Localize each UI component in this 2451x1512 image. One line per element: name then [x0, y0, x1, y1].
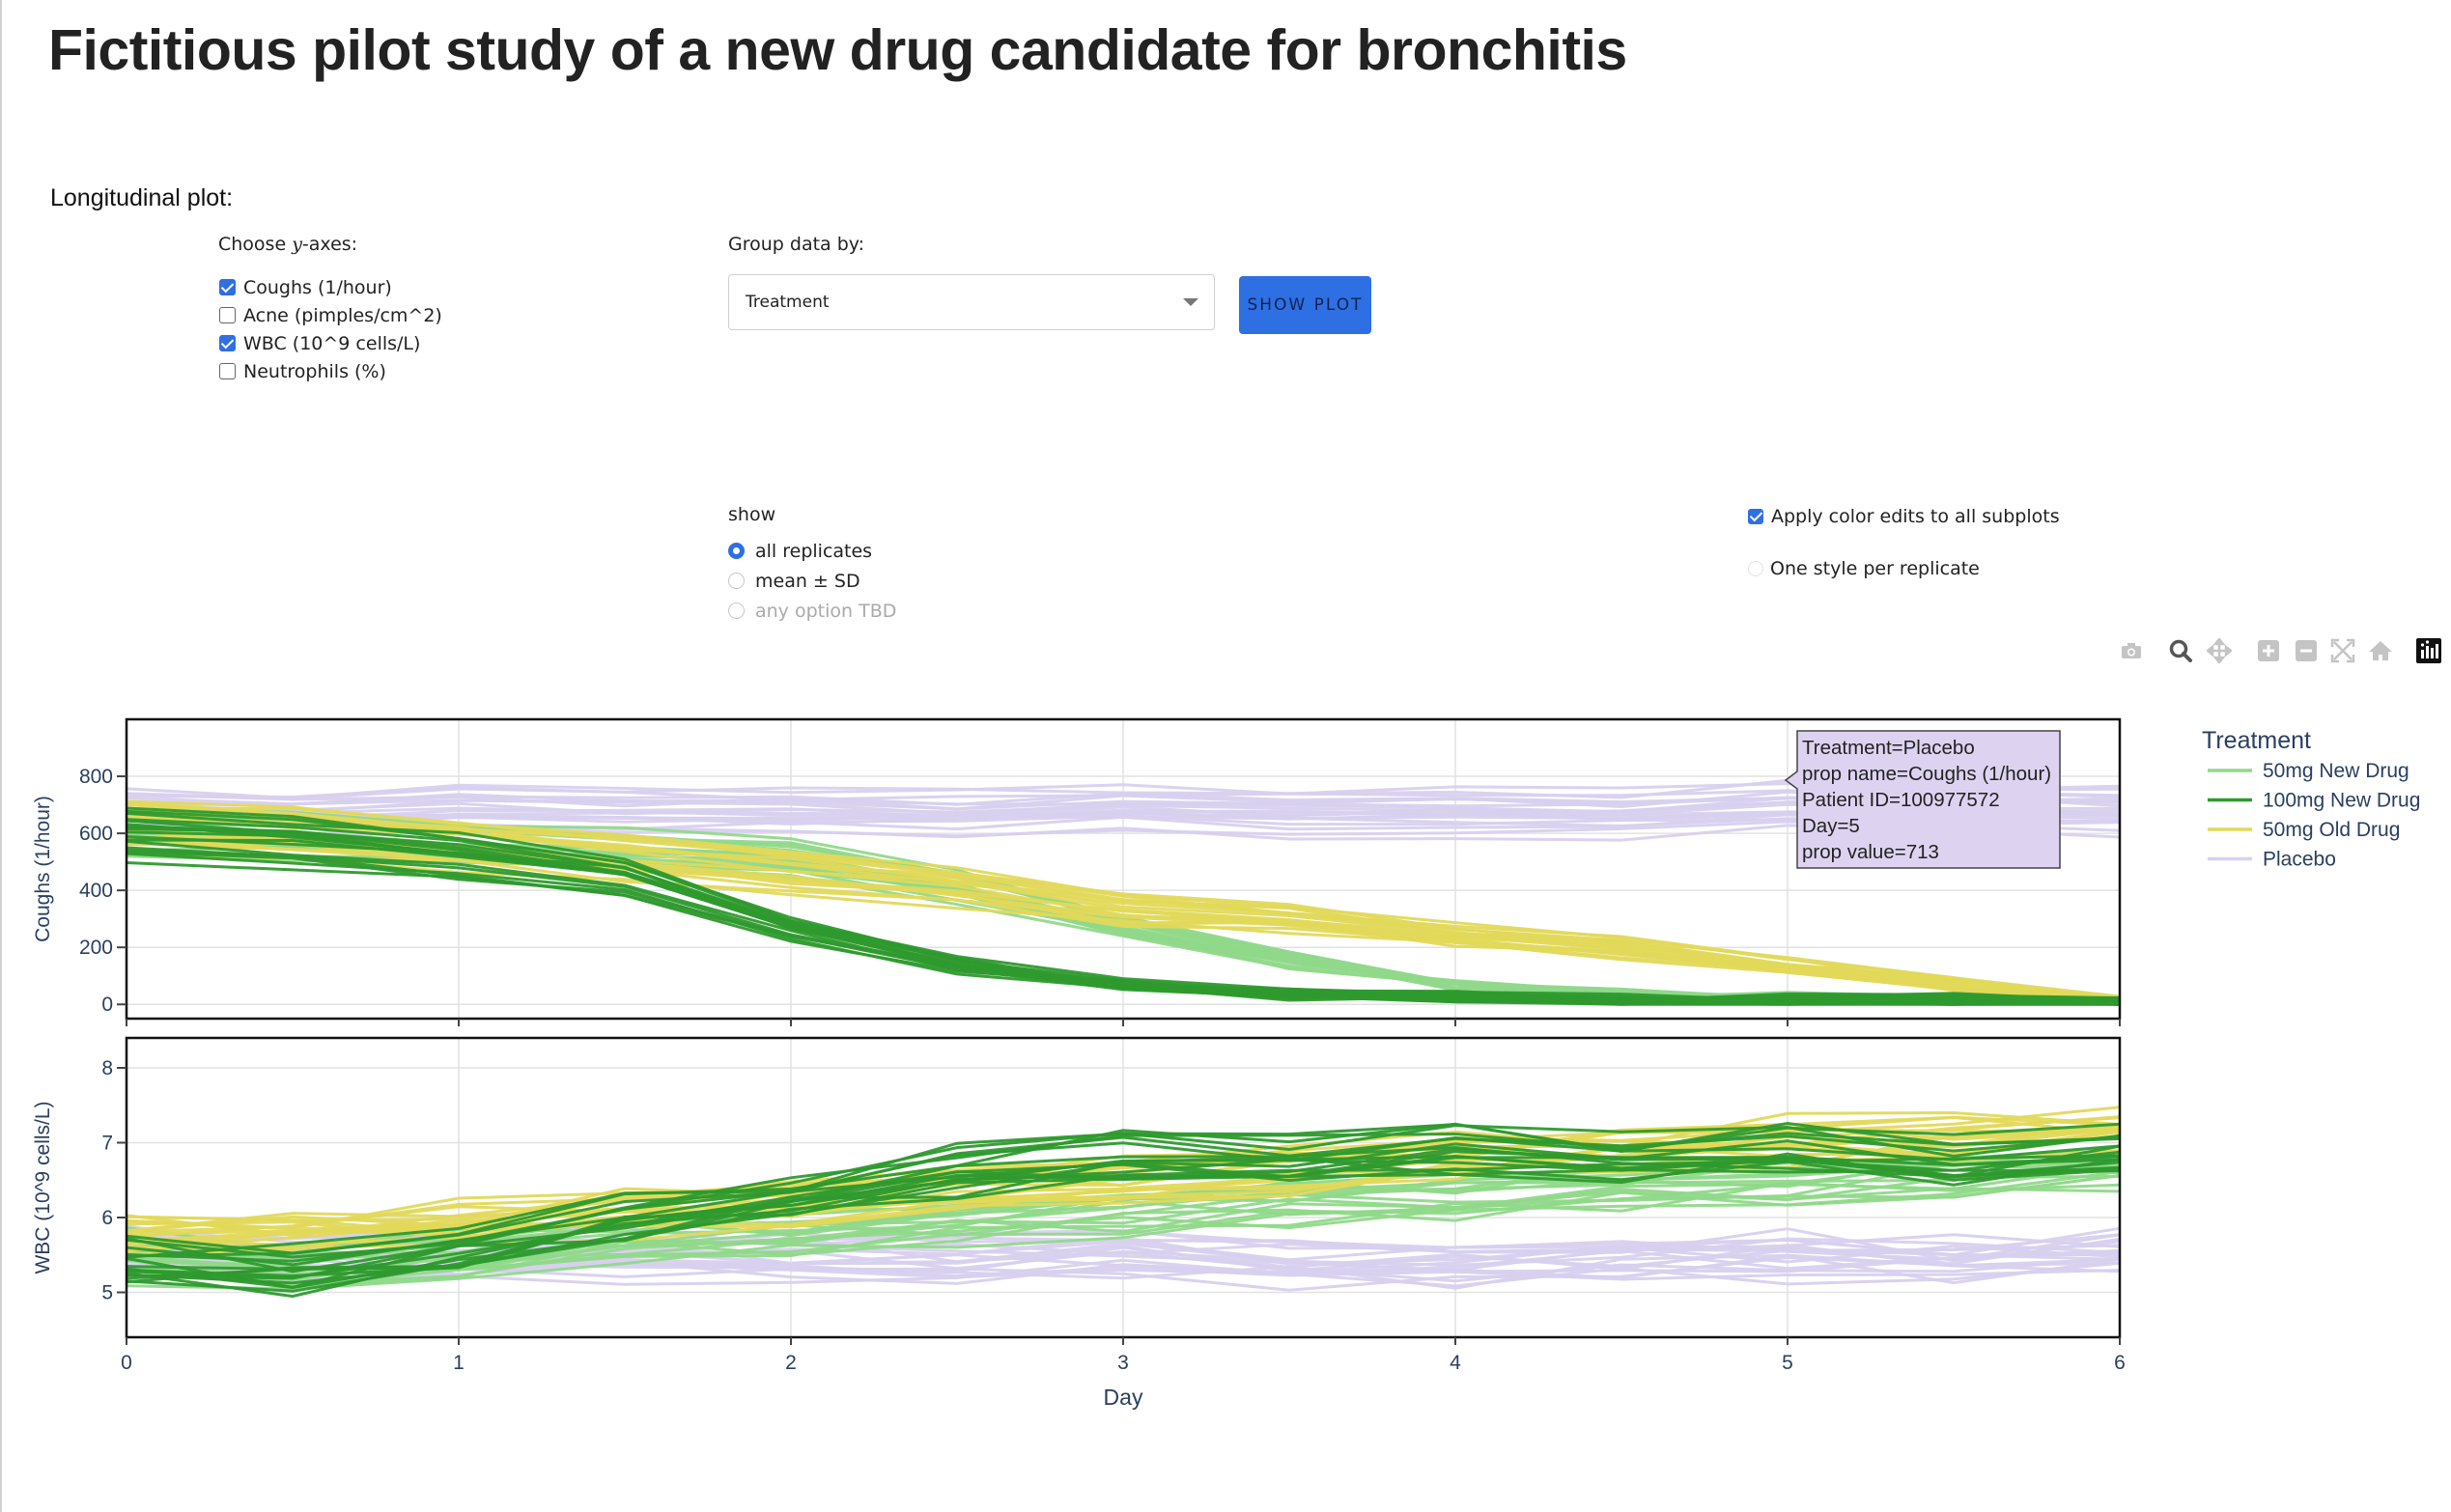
series-line-100mg-new-drug[interactable]: [126, 852, 2121, 1006]
legend-item[interactable]: 50mg New Drug: [2208, 760, 2409, 782]
yaxis-option-coughs[interactable]: Coughs (1/hour): [219, 273, 442, 301]
pan-icon[interactable]: [2207, 638, 2232, 663]
reset-axes-icon[interactable]: [2368, 638, 2393, 663]
legend-label: Placebo: [2263, 849, 2336, 871]
series-line-50mg-new-drug[interactable]: [126, 1181, 2121, 1272]
x-tick-label: 6: [2114, 1352, 2126, 1374]
style-options: Apply color edits to all subplots One st…: [1748, 502, 2060, 583]
hover-tooltip: Treatment=Placebo prop name=Coughs (1/hou…: [1784, 730, 2061, 869]
x-tick-label: 3: [1117, 1352, 1129, 1374]
y-tick-label: 7: [101, 1133, 113, 1155]
yaxes-label: Choose y-axes:: [218, 234, 358, 255]
plot-axes: 0 200 400 600 800 Coughs (1/hour) 5 6 7 8 WBC (10^…: [32, 717, 2126, 1410]
legend-item[interactable]: Placebo: [2208, 849, 2336, 871]
group-by-value: Treatment: [746, 293, 830, 312]
legend-item[interactable]: 50mg Old Drug: [2208, 819, 2400, 841]
y-tick-label: 8: [101, 1057, 113, 1079]
series-line-100mg-new-drug[interactable]: [126, 811, 2121, 1001]
y-tick-label: 400: [79, 880, 113, 902]
y-tick-label: 0: [101, 994, 113, 1016]
legend[interactable]: Treatment 50mg New Drug 100mg New Drug 50mg…: [2202, 727, 2420, 871]
x-tick-label: 0: [121, 1352, 132, 1374]
series-line-100mg-new-drug[interactable]: [126, 1150, 2121, 1280]
plotly-logo-icon[interactable]: [2416, 638, 2441, 663]
series-line-100mg-new-drug[interactable]: [126, 1121, 2121, 1255]
series-line-50mg-old-drug[interactable]: [126, 1128, 2121, 1239]
camera-icon[interactable]: [2119, 638, 2144, 663]
y-tick-label: 600: [79, 823, 113, 845]
series-line-100mg-new-drug[interactable]: [126, 1139, 2121, 1267]
series-line-placebo[interactable]: [126, 782, 2121, 800]
series-line-100mg-new-drug[interactable]: [126, 1132, 2121, 1274]
apply-color-option[interactable]: Apply color edits to all subplots: [1748, 502, 2060, 531]
tooltip-line: prop name=Coughs (1/hour): [1802, 763, 2051, 785]
checkbox[interactable]: [219, 279, 236, 295]
legend-item[interactable]: 100mg New Drug: [2208, 790, 2420, 812]
x-axis-label: Day: [1104, 1385, 1143, 1410]
radio-option-tbd: any option TBD: [728, 596, 896, 626]
y-tick-label: 200: [79, 937, 113, 959]
radio-button[interactable]: [728, 573, 745, 589]
series-line-placebo[interactable]: [126, 800, 2121, 818]
yaxes-checkbox-list: Coughs (1/hour) Acne (pimples/cm^2) WBC …: [219, 273, 442, 385]
page-title: Fictitious pilot study of a new drug can…: [48, 18, 1627, 82]
radio-mean-sd[interactable]: mean ± SD: [728, 566, 896, 596]
show-plot-button[interactable]: SHOW PLOT: [1239, 276, 1371, 334]
series-line-100mg-new-drug[interactable]: [126, 1122, 2121, 1259]
checkbox[interactable]: [219, 335, 236, 351]
radio-button[interactable]: [1748, 561, 1763, 576]
y-axis-label: Coughs (1/hour): [32, 796, 54, 942]
y-axis-label: WBC (10^9 cells/L): [32, 1101, 54, 1274]
tooltip-line: Patient ID=100977572: [1802, 789, 2000, 811]
series-line-100mg-new-drug[interactable]: [126, 825, 2121, 1003]
plot-data-lines[interactable]: [126, 778, 2121, 1299]
group-by-dropdown[interactable]: Treatment: [728, 274, 1215, 330]
legend-label: 50mg New Drug: [2263, 760, 2409, 782]
zoom-out-icon[interactable]: [2294, 638, 2319, 663]
x-tick-label: 2: [785, 1352, 797, 1374]
checkbox[interactable]: [1748, 509, 1763, 524]
tooltip-line: prop value=713: [1802, 841, 1939, 863]
group-by-label: Group data by:: [728, 234, 865, 255]
x-tick-label: 4: [1450, 1352, 1461, 1374]
show-radio-group: all replicates mean ± SD any option TBD: [728, 536, 896, 626]
checkbox[interactable]: [219, 363, 236, 379]
chevron-down-icon: [1183, 298, 1198, 306]
series-line-50mg-old-drug[interactable]: [126, 799, 2121, 1006]
yaxis-option-neutrophils[interactable]: Neutrophils (%): [219, 357, 442, 385]
radio-all-replicates[interactable]: all replicates: [728, 536, 896, 566]
radio-button: [728, 602, 745, 619]
series-line-placebo[interactable]: [126, 790, 2121, 806]
yaxis-option-wbc[interactable]: WBC (10^9 cells/L): [219, 329, 442, 357]
zoom-in-icon[interactable]: [2256, 638, 2281, 663]
legend-label: 50mg Old Drug: [2263, 819, 2400, 841]
one-style-option[interactable]: One style per replicate: [1748, 554, 2060, 583]
x-tick-label: 5: [1782, 1352, 1793, 1374]
show-label: show: [728, 504, 776, 525]
tooltip-line: Day=5: [1802, 815, 1860, 837]
zoom-icon[interactable]: [2168, 638, 2193, 663]
checkbox[interactable]: [219, 307, 236, 323]
legend-title: Treatment: [2202, 727, 2311, 754]
series-line-50mg-new-drug[interactable]: [126, 1170, 2121, 1291]
tooltip-box: [1784, 730, 2061, 869]
section-label: Longitudinal plot:: [50, 184, 234, 211]
y-tick-label: 5: [101, 1282, 113, 1304]
y-tick-label: 800: [79, 766, 113, 788]
series-line-placebo[interactable]: [126, 802, 2121, 821]
tooltip-line: Treatment=Placebo: [1802, 737, 1975, 759]
series-line-placebo[interactable]: [126, 1231, 2121, 1262]
y-tick-label: 6: [101, 1207, 113, 1229]
autoscale-icon[interactable]: [2330, 638, 2355, 663]
x-tick-label: 1: [453, 1352, 465, 1374]
yaxis-option-acne[interactable]: Acne (pimples/cm^2): [219, 301, 442, 329]
legend-label: 100mg New Drug: [2263, 790, 2420, 812]
radio-button[interactable]: [728, 543, 745, 559]
series-line-100mg-new-drug[interactable]: [126, 1168, 2121, 1299]
